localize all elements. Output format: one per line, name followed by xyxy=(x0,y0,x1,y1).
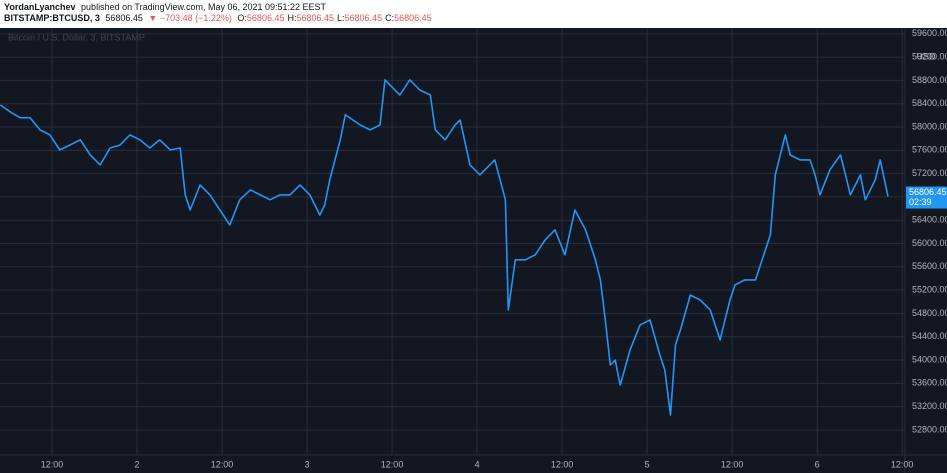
x-tick-label: 12:00 xyxy=(381,459,404,469)
y-tick-label: 52800.00 xyxy=(912,424,947,434)
countdown: 02:39 xyxy=(909,197,932,207)
ohlc-key: C: xyxy=(385,13,394,23)
price-tag-bg xyxy=(906,186,947,209)
x-tick-label: 12:00 xyxy=(721,459,744,469)
y-tick-label: 57200.00 xyxy=(912,168,947,178)
y-tick-label: 54400.00 xyxy=(912,331,947,341)
y-tick-label: 54000.00 xyxy=(912,354,947,364)
x-tick-label: 3 xyxy=(305,459,310,469)
watermark-title: Bitcoin / U.S. Dollar, 3, BITSTAMP xyxy=(8,32,145,42)
y-tick-label: 59600.00 xyxy=(912,28,947,38)
change: ▼ −703.48 (−1.22%) xyxy=(148,13,231,23)
author: YordanLyanchev published on TradingView.… xyxy=(4,2,327,12)
y-tick-label: 55600.00 xyxy=(912,261,947,271)
price-tag: 56806.45 xyxy=(909,187,947,197)
x-tick-label: 12:00 xyxy=(41,459,64,469)
grid xyxy=(0,28,905,455)
ohlc-value: 56806.45 xyxy=(296,13,334,23)
y-tick-label: 58000.00 xyxy=(912,121,947,131)
published: published on TradingView.com, May 06, 20… xyxy=(81,2,326,12)
y-tick-label: 55200.00 xyxy=(912,285,947,295)
y-tick-label: 54800.00 xyxy=(912,308,947,318)
symbol-line: BITSTAMP:BTCUSD, 3 56806.45 ▼ −703.48 (−… xyxy=(4,13,432,23)
author-name: YordanLyanchev xyxy=(4,2,76,12)
price: 56806.45 xyxy=(105,13,143,23)
ohlc-value: 56806.45 xyxy=(394,13,432,23)
chart-bg xyxy=(0,28,947,473)
y-tick-label: 59200.00 xyxy=(912,52,947,62)
currency: USD xyxy=(916,51,936,61)
y-tick-label: 56000.00 xyxy=(912,238,947,248)
y-tick-label: 57600.00 xyxy=(912,145,947,155)
y-tick-label: 58800.00 xyxy=(912,75,947,85)
price-line xyxy=(0,79,889,416)
x-tick-label: 2 xyxy=(135,459,140,469)
ohlc-value: 56806.45 xyxy=(345,13,383,23)
x-tick-label: 5 xyxy=(645,459,650,469)
x-tick-label: 4 xyxy=(475,459,480,469)
x-tick-label: 6 xyxy=(815,459,820,469)
ohlc-key: O: xyxy=(237,13,247,23)
x-tick-label: 12:00 xyxy=(211,459,234,469)
x-tick-label: 12:00 xyxy=(551,459,574,469)
ohlc-key: H: xyxy=(287,13,296,23)
ohlc-key: L: xyxy=(337,13,345,23)
x-tick-label: 12:00 xyxy=(891,459,914,469)
y-tick-label: 53600.00 xyxy=(912,378,947,388)
ohlc-value: 56806.45 xyxy=(247,13,285,23)
y-tick-label: 56400.00 xyxy=(912,215,947,225)
symbol: BITSTAMP:BTCUSD, 3 xyxy=(4,13,100,23)
header-bg xyxy=(0,0,947,28)
y-tick-label: 58400.00 xyxy=(912,98,947,108)
y-tick-label: 53200.00 xyxy=(912,401,947,411)
